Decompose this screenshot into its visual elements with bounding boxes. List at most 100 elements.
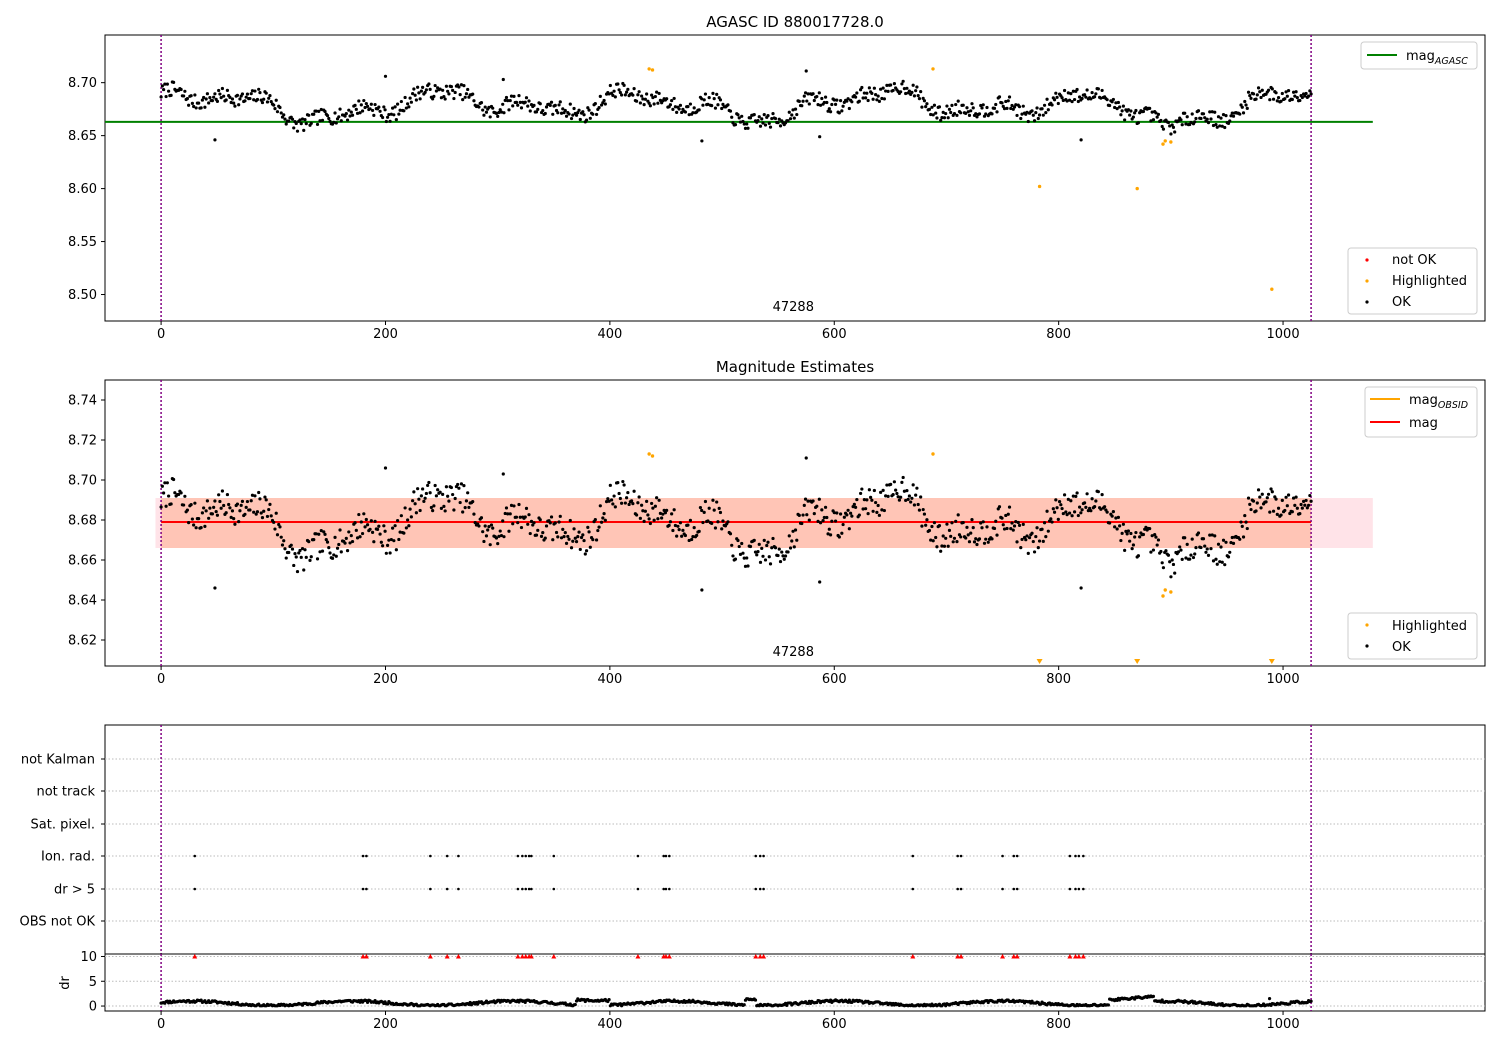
ok-point <box>212 95 216 99</box>
ok-point <box>1014 520 1018 524</box>
ok-point <box>215 99 220 103</box>
ok-point <box>378 109 382 113</box>
panel4-ylabel: dr <box>58 976 73 990</box>
ok-point <box>532 521 536 525</box>
ok-point <box>946 544 950 548</box>
ok-point <box>791 529 795 533</box>
ok-point <box>461 510 465 514</box>
ok-point <box>1161 566 1166 570</box>
ok-point <box>1114 101 1118 105</box>
ok-point <box>1210 533 1214 537</box>
flag-point <box>662 887 666 891</box>
ok-point <box>514 515 519 519</box>
ok-point <box>661 512 665 516</box>
ok-point <box>721 519 725 523</box>
ok-point <box>1254 97 1258 101</box>
flag-point <box>457 887 460 891</box>
ok-point <box>328 119 332 123</box>
ok-point <box>930 524 934 529</box>
ok-point <box>1180 557 1184 561</box>
ok-point <box>408 507 412 511</box>
ok-point <box>1071 494 1075 498</box>
ok-point <box>526 104 530 108</box>
ok-point <box>486 528 490 532</box>
dr-clipped-marker <box>958 953 964 959</box>
ok-point <box>833 519 838 523</box>
ok-point <box>940 544 944 548</box>
ok-point <box>373 519 377 523</box>
ok-point <box>443 97 447 101</box>
ok-point <box>399 514 403 518</box>
ok-point <box>1251 92 1256 96</box>
ok-point <box>880 96 884 101</box>
ok-point <box>1280 498 1284 502</box>
ok-point <box>349 534 353 538</box>
ok-point <box>578 547 582 552</box>
ok-point <box>667 523 671 527</box>
ok-point <box>935 116 939 120</box>
ok-point <box>1071 89 1075 93</box>
ok-point <box>940 116 944 120</box>
ok-point <box>287 550 291 555</box>
ok-point <box>298 118 302 122</box>
highlighted-point <box>1169 140 1173 144</box>
ok-point <box>1244 520 1248 524</box>
panel1-obsid-label: 47288 <box>773 300 814 315</box>
ok-point <box>1138 535 1142 539</box>
ok-point <box>650 93 654 97</box>
highlighted-point <box>1135 186 1139 191</box>
ok-point <box>185 97 189 101</box>
ok-point <box>916 94 920 98</box>
ok-point <box>462 483 466 488</box>
ok-point <box>1155 115 1159 119</box>
ok-point <box>162 87 166 92</box>
ok-point <box>1185 542 1189 546</box>
ok-point <box>507 108 511 112</box>
ok-point <box>1009 106 1013 111</box>
ok-point <box>229 100 233 105</box>
ok-point <box>891 88 895 93</box>
ok-point <box>245 499 250 504</box>
ok-point <box>1085 88 1089 92</box>
ok-point <box>1285 504 1289 508</box>
ok-point <box>527 513 531 517</box>
ok-point <box>945 522 949 526</box>
ok-point <box>572 527 576 531</box>
ok-point <box>941 534 945 538</box>
ok-point <box>608 83 612 88</box>
ok-point <box>1034 534 1038 539</box>
ok-point <box>1161 127 1166 131</box>
ok-point <box>427 82 431 86</box>
ok-point <box>645 499 649 503</box>
ok-point <box>466 491 470 495</box>
ok-point <box>875 510 879 514</box>
ok-point <box>1291 90 1296 94</box>
ok-point <box>803 91 808 95</box>
ok-point <box>388 551 392 555</box>
ok-point <box>300 117 305 121</box>
ok-point <box>818 580 822 584</box>
ok-point <box>426 483 430 488</box>
ok-point <box>262 97 266 101</box>
ok-point <box>1218 560 1222 564</box>
ok-point <box>503 98 507 102</box>
ok-point <box>896 495 900 499</box>
ok-point <box>235 93 240 98</box>
ok-point <box>543 111 547 116</box>
ok-point <box>344 112 348 116</box>
ok-point <box>904 498 908 503</box>
ok-point <box>498 529 502 533</box>
ok-point <box>846 508 850 512</box>
ok-point <box>576 111 580 115</box>
ok-point <box>509 94 514 98</box>
legend-mag-agasc-label: magAGASC <box>1406 49 1468 67</box>
ok-point <box>279 111 283 115</box>
ok-point <box>979 103 983 108</box>
ok-point <box>582 113 586 117</box>
ok-point <box>805 513 809 517</box>
ok-point <box>402 109 406 113</box>
ok-point <box>757 542 761 546</box>
ok-point <box>441 88 445 92</box>
ok-point <box>944 536 948 540</box>
ok-point <box>964 111 968 115</box>
